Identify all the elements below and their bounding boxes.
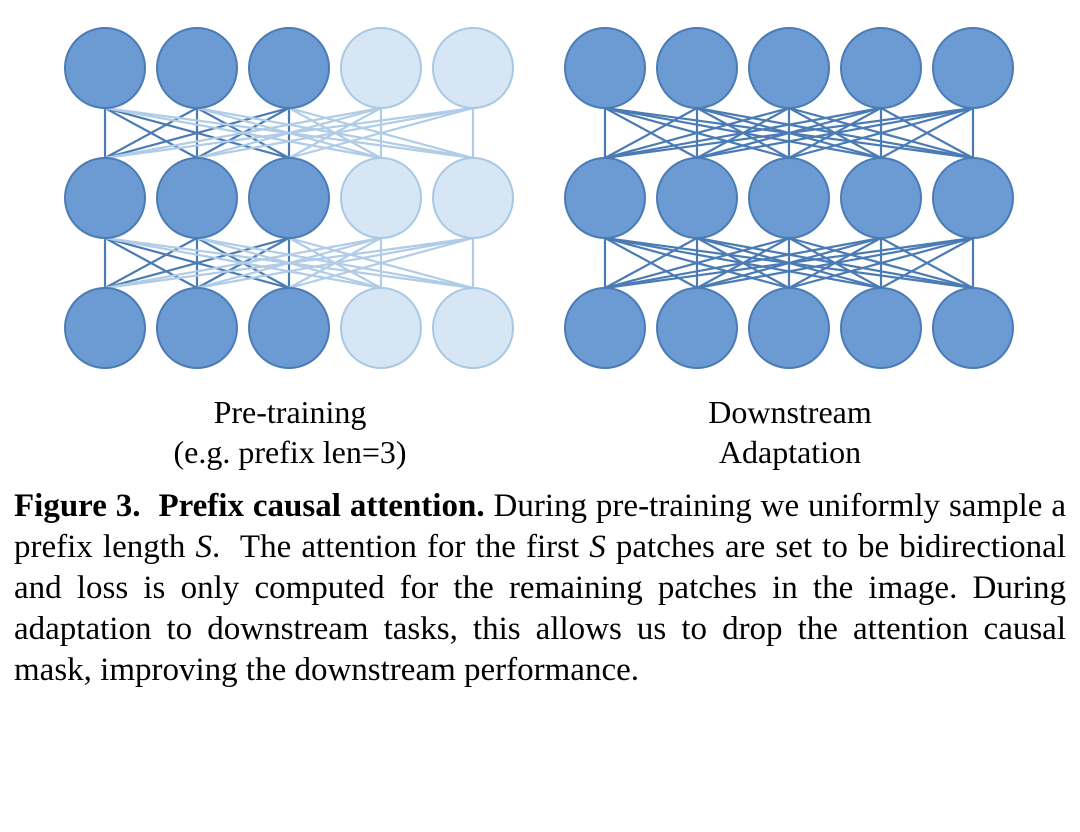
figure-container: Pre-training (e.g. prefix len=3) Downstr…: [0, 0, 1080, 691]
diagrams-row: Pre-training (e.g. prefix len=3) Downstr…: [0, 0, 1080, 472]
diagram-left-caption-line1: Pre-training: [214, 394, 367, 430]
figure-label: Figure 3.: [14, 488, 141, 524]
diagram-right-block: Downstream Adaptation: [555, 18, 1025, 472]
diagram-left-svg: [55, 18, 525, 388]
diagram-left-svg-wrap: [55, 18, 525, 388]
diagram-right-caption: Downstream Adaptation: [708, 392, 872, 472]
diagram-right-caption-line2: Adaptation: [719, 434, 861, 470]
diagram-left-caption: Pre-training (e.g. prefix len=3): [173, 392, 406, 472]
diagram-right-svg: [555, 18, 1025, 388]
diagram-right-svg-wrap: [555, 18, 1025, 388]
diagram-left-caption-line2: (e.g. prefix len=3): [173, 434, 406, 470]
diagram-right-caption-line1: Downstream: [708, 394, 872, 430]
figure-title: Prefix causal attention.: [158, 488, 484, 524]
figure-caption: Figure 3. Prefix causal attention. Durin…: [0, 472, 1080, 691]
diagram-left-block: Pre-training (e.g. prefix len=3): [55, 18, 525, 472]
